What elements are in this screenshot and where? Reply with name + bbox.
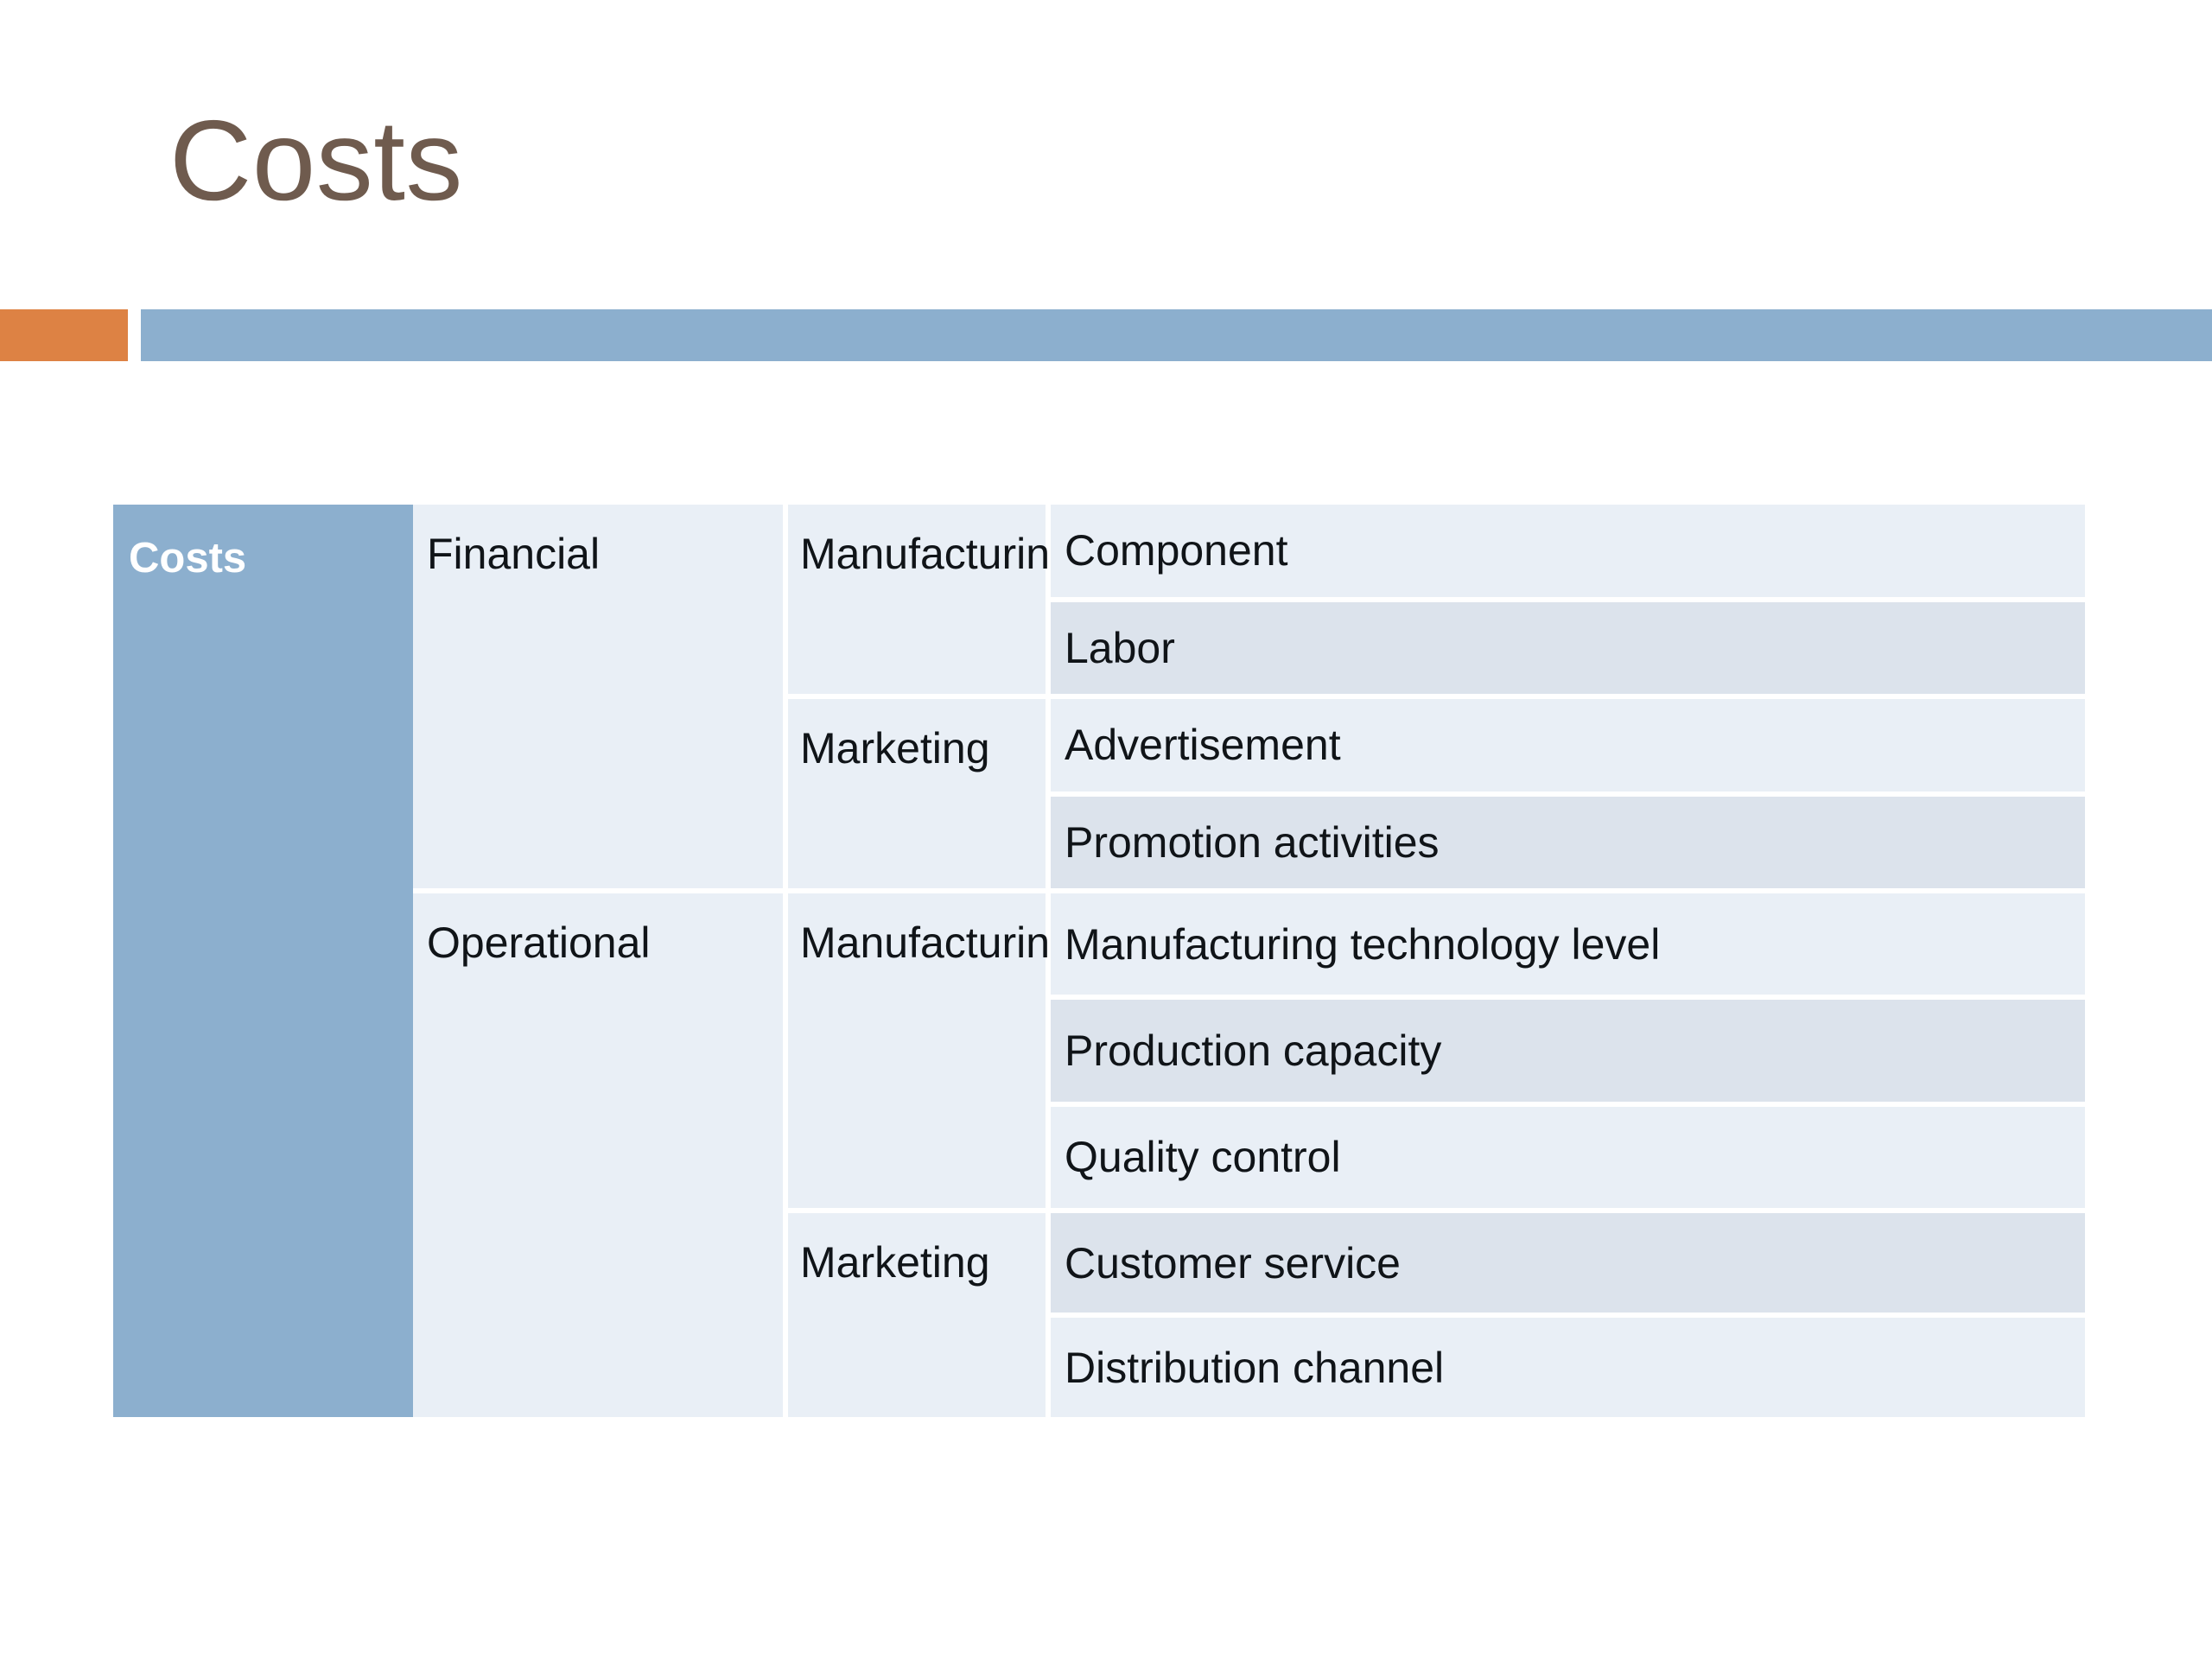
subgroup-manufacturing: Manufacturing Manufacturing technology l… — [788, 893, 2085, 1208]
subgroup-stack-operational: Manufacturing Manufacturing technology l… — [788, 893, 2085, 1417]
table-row: Customer service — [1051, 1213, 2085, 1313]
leaf-list: Customer service Distribution channel — [1051, 1213, 2085, 1417]
table-row: Promotion activities — [1051, 796, 2085, 888]
table-row: Manufacturing technology level — [1051, 893, 2085, 995]
level1-cell-operational: Operational — [413, 893, 783, 1417]
level2-cell-marketing: Marketing — [788, 1213, 1046, 1417]
leaf-list: Component Labor — [1051, 505, 2085, 694]
level2-cell-manufacturing: Manufacturing — [788, 893, 1074, 1208]
level2-label: Marketing — [800, 724, 990, 772]
level1-label: Financial — [427, 530, 601, 578]
root-category-cell: Costs — [113, 505, 413, 1417]
branch-area: Financial Manufacturing Component Labor … — [413, 505, 2085, 1417]
divider-accent-block — [0, 309, 128, 361]
level1-label: Operational — [427, 918, 651, 967]
table-row: Labor — [1051, 601, 2085, 694]
table-row: Distribution channel — [1051, 1318, 2085, 1417]
level2-cell-marketing: Marketing — [788, 699, 1046, 888]
level2-label: Marketing — [800, 1238, 990, 1287]
subgroup-marketing: Marketing Customer service Distribution … — [788, 1213, 2085, 1417]
page-title: Costs — [169, 97, 463, 224]
table-row: Production capacity — [1051, 1000, 2085, 1102]
group-financial: Financial Manufacturing Component Labor … — [413, 505, 2085, 888]
table-row: Advertisement — [1051, 699, 2085, 791]
divider-bar — [141, 309, 2212, 361]
subgroup-marketing: Marketing Advertisement Promotion activi… — [788, 699, 2085, 888]
leaf-list: Advertisement Promotion activities — [1051, 699, 2085, 888]
table-row: Quality control — [1051, 1106, 2085, 1208]
level2-cell-manufacturing: Manufacturing — [788, 505, 1074, 694]
root-category-label: Costs — [129, 535, 247, 582]
leaf-list: Manufacturing technology level Productio… — [1051, 893, 2085, 1208]
subgroup-stack-financial: Manufacturing Component Labor Marketing … — [788, 505, 2085, 888]
costs-breakdown-table: Costs Financial Manufacturing Component … — [113, 505, 2085, 1417]
table-row: Component — [1051, 505, 2085, 597]
group-operational: Operational Manufacturing Manufacturing … — [413, 893, 2085, 1417]
level2-label: Manufacturing — [800, 918, 1074, 967]
level1-cell-financial: Financial — [413, 505, 783, 888]
subgroup-manufacturing: Manufacturing Component Labor — [788, 505, 2085, 694]
level2-label: Manufacturing — [800, 530, 1074, 578]
